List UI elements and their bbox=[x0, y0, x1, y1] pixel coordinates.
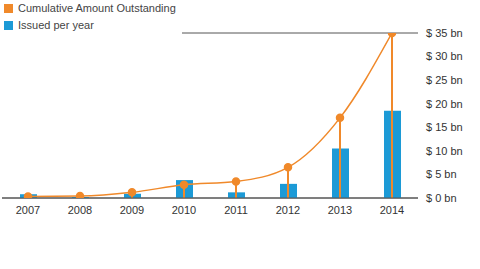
svg-text:$ 0 bn: $ 0 bn bbox=[426, 192, 457, 204]
svg-text:$ 10 bn: $ 10 bn bbox=[426, 145, 463, 157]
svg-text:$ 35 bn: $ 35 bn bbox=[426, 27, 463, 39]
html-text:Issued per year: Issued per year bbox=[18, 19, 94, 31]
svg-text:2010: 2010 bbox=[172, 204, 196, 216]
svg-text:2011: 2011 bbox=[224, 204, 248, 216]
svg-text:2007: 2007 bbox=[16, 204, 40, 216]
svg-text:2008: 2008 bbox=[68, 204, 92, 216]
svg-text:$ 20 bn: $ 20 bn bbox=[426, 98, 463, 110]
svg-text:2014: 2014 bbox=[380, 204, 404, 216]
svg-text:$ 15 bn: $ 15 bn bbox=[426, 121, 463, 133]
svg-text:$ 5 bn: $ 5 bn bbox=[426, 168, 457, 180]
svg-text:2013: 2013 bbox=[328, 204, 352, 216]
svg-text:2012: 2012 bbox=[276, 204, 300, 216]
svg-text:2009: 2009 bbox=[120, 204, 144, 216]
html-text:Cumulative Amount Outstanding: Cumulative Amount Outstanding bbox=[18, 2, 176, 14]
svg-text:$ 30 bn: $ 30 bn bbox=[426, 50, 463, 62]
svg-text:$ 25 bn: $ 25 bn bbox=[426, 74, 463, 86]
